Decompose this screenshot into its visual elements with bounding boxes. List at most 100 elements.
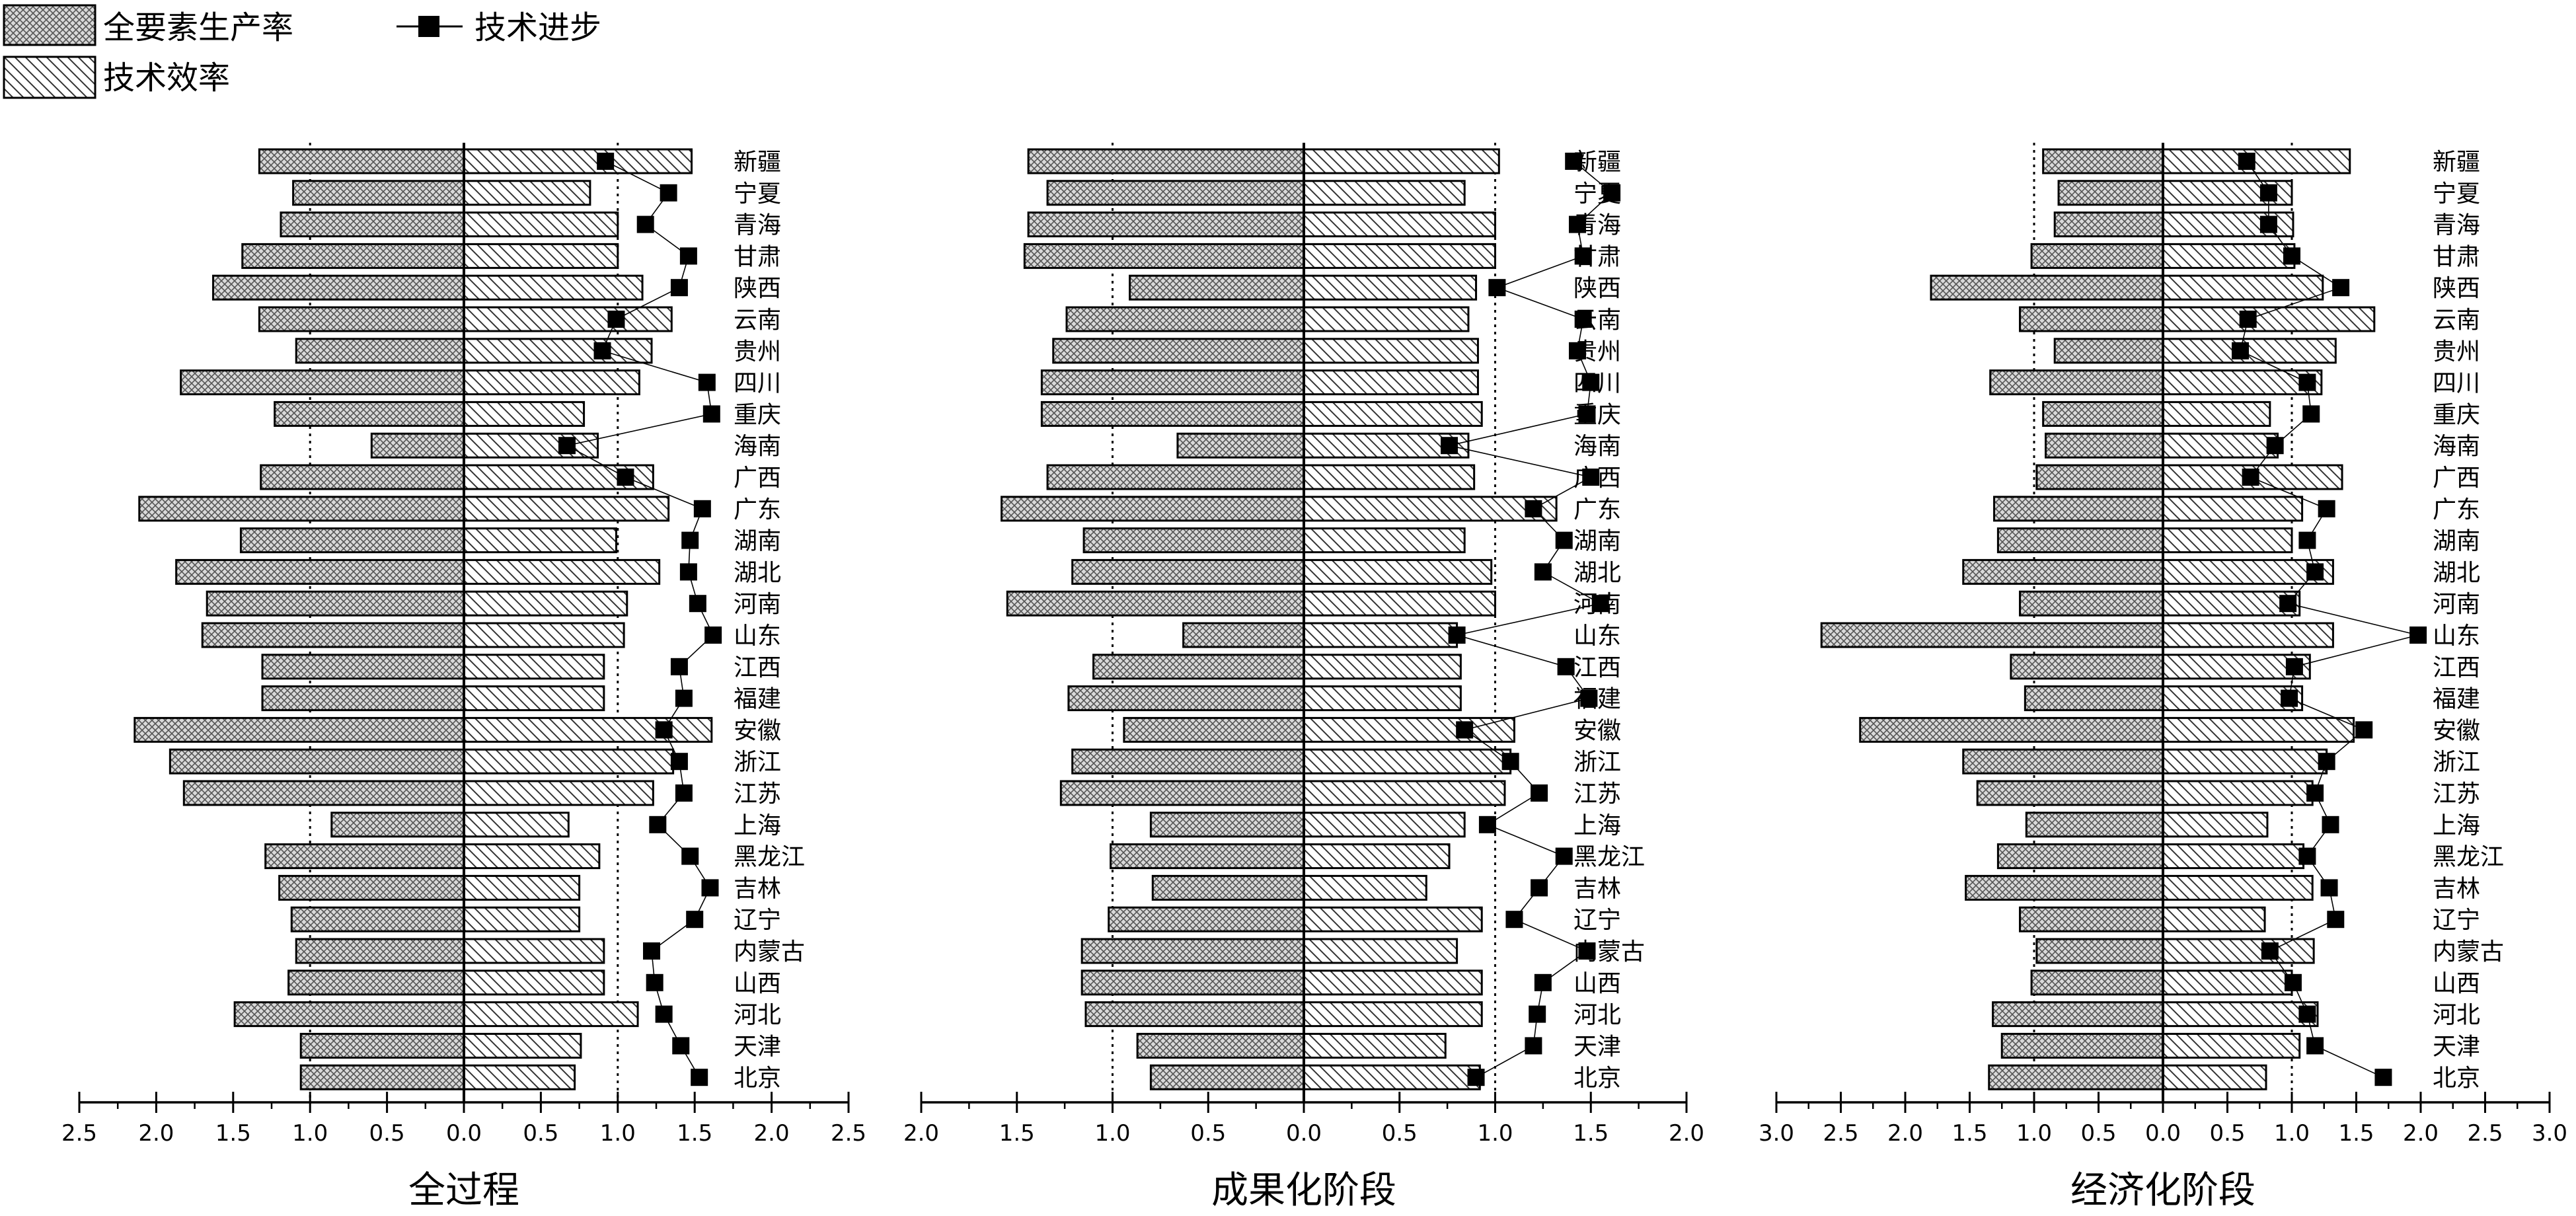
bar-tfp [299, 1032, 465, 1059]
bar-tfp [2010, 654, 2164, 680]
bar-tfp [287, 969, 465, 996]
point-tech-progress [1525, 1037, 1542, 1055]
bar-tfp [292, 180, 465, 206]
x-tick-label: 2.0 [754, 1120, 790, 1147]
category-label: 新疆 [734, 149, 781, 176]
bar-tfp [1092, 654, 1305, 680]
bar-tech-efficiency [1303, 622, 1458, 648]
category-label: 黑龙江 [2433, 844, 2504, 871]
category-label: 湖北 [2433, 559, 2480, 586]
point-tech-progress [558, 437, 576, 455]
bar-tfp [1027, 148, 1305, 174]
point-tech-progress [704, 627, 722, 644]
bar-tech-efficiency [1303, 496, 1558, 522]
category-label: 山西 [2433, 970, 2480, 997]
bar-tfp [1996, 843, 2164, 870]
x-tick-label: 1.5 [999, 1120, 1035, 1147]
category-label: 新疆 [2433, 149, 2480, 176]
bar-tech-efficiency [2162, 338, 2337, 364]
x-tick-label: 0.5 [1382, 1120, 1418, 1147]
point-tech-progress [2298, 373, 2316, 391]
bar-tech-efficiency [463, 654, 605, 680]
bar-tech-efficiency [1303, 306, 1470, 332]
bar-tech-efficiency [2162, 590, 2301, 617]
bar-tfp [1930, 274, 2164, 301]
legend-label-tech-progress: 技术进步 [474, 9, 601, 46]
bar-tech-efficiency [2162, 496, 2304, 522]
bar-tech-efficiency [463, 1032, 582, 1059]
category-label: 吉林 [734, 875, 781, 902]
bar-tech-efficiency [1303, 780, 1506, 806]
x-tick-label: 1.5 [1573, 1120, 1609, 1147]
point-tech-progress [701, 879, 719, 897]
bar-tech-efficiency [2162, 306, 2376, 332]
bar-tfp [258, 306, 465, 332]
x-tick-label: 1.0 [2274, 1120, 2310, 1147]
bar-tech-efficiency [463, 906, 581, 932]
point-tech-progress [2306, 563, 2324, 581]
point-tech-progress [1603, 184, 1621, 202]
bar-tech-efficiency [2162, 812, 2269, 838]
category-label: 辽宁 [2433, 907, 2480, 934]
bar-tfp [1176, 432, 1305, 459]
category-label: 贵州 [734, 338, 781, 365]
x-tick-label: 1.0 [2016, 1120, 2052, 1147]
category-label: 广西 [1573, 465, 1621, 492]
bar-tech-efficiency [2162, 906, 2266, 932]
bar-tfp [1123, 716, 1305, 743]
category-label: 天津 [1573, 1033, 1621, 1060]
bar-tech-efficiency [463, 274, 644, 301]
point-tech-progress [660, 184, 677, 202]
bar-tech-efficiency [1303, 654, 1462, 680]
point-tech-progress [1580, 689, 1598, 707]
bar-tfp [274, 400, 465, 427]
bar-tfp [290, 906, 465, 932]
point-tech-progress [2232, 342, 2249, 360]
bar-tech-efficiency [463, 685, 605, 712]
category-label: 安徽 [2433, 717, 2480, 744]
point-tech-progress [2266, 437, 2284, 455]
bar-tfp [264, 843, 465, 870]
bar-tech-efficiency [1303, 906, 1483, 932]
point-tech-progress [1525, 500, 1542, 517]
bar-tech-efficiency [463, 716, 713, 743]
point-tech-progress [670, 658, 688, 675]
legend-swatch-tfp [3, 4, 96, 46]
bar-tech-efficiency [463, 874, 581, 901]
category-label: 辽宁 [734, 907, 781, 934]
legend-label-tfp: 全要素生产率 [103, 9, 293, 46]
x-tick-label: 0.5 [523, 1120, 558, 1147]
x-tick-label: 2.0 [1887, 1120, 1923, 1147]
legend-label-tech-efficiency: 技术效率 [103, 59, 230, 96]
category-label: 海南 [1573, 433, 1621, 460]
point-tech-progress [698, 373, 716, 391]
x-tick-label: 0.0 [446, 1120, 482, 1147]
bar-tfp [295, 938, 465, 964]
legend: 全要素生产率 技术进步 技术效率 [3, 4, 601, 99]
x-tick-label: 1.5 [2338, 1120, 2374, 1147]
category-label: 河北 [2433, 1002, 2480, 1029]
bar-tech-efficiency [1303, 369, 1479, 396]
category-label: 河南 [734, 591, 781, 618]
bar-tfp [1149, 812, 1305, 838]
bar-tfp [1996, 527, 2164, 554]
category-label: 四川 [1573, 370, 1621, 397]
category-label: 湖南 [734, 528, 781, 555]
x-tick-label: 1.5 [1951, 1120, 1987, 1147]
bar-tech-efficiency [463, 938, 605, 964]
point-tech-progress [1456, 721, 1474, 739]
bar-tech-efficiency [463, 369, 640, 396]
point-tech-progress [607, 311, 625, 328]
point-tech-progress [675, 689, 693, 707]
point-tech-progress [593, 342, 611, 360]
legend-marker-tech-progress [418, 16, 439, 37]
point-tech-progress [1557, 658, 1575, 675]
bar-tech-efficiency [2162, 527, 2293, 554]
category-label: 吉林 [2433, 875, 2480, 902]
bar-tech-efficiency [463, 1001, 639, 1028]
bar-tech-efficiency [1303, 400, 1483, 427]
bar-tfp [233, 1001, 465, 1028]
category-label: 江苏 [2433, 780, 2480, 808]
bar-tfp [1820, 622, 2164, 648]
